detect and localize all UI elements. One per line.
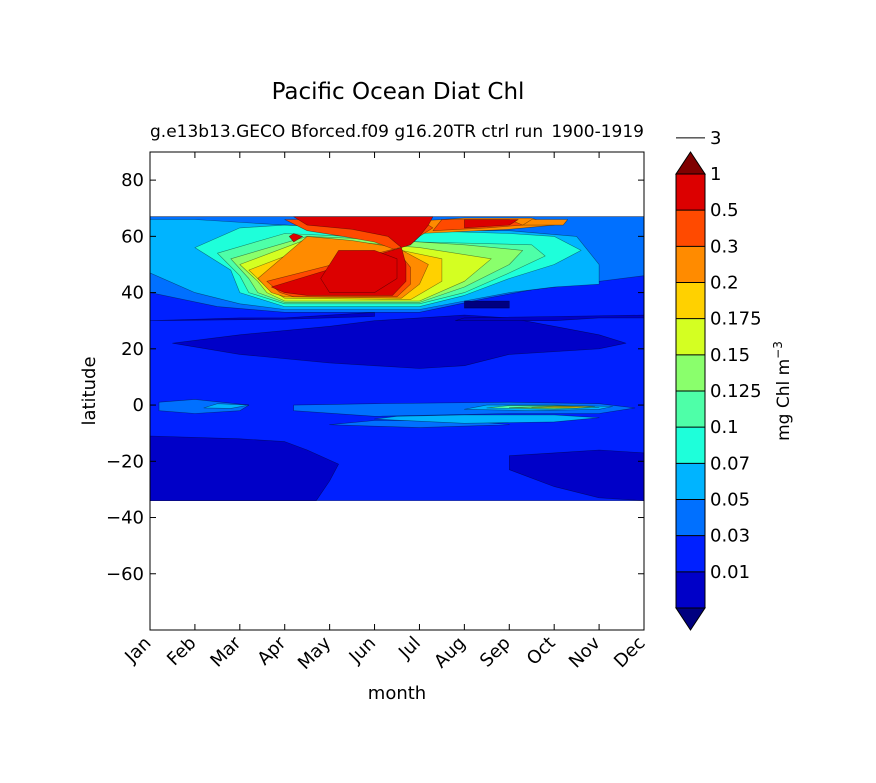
colorbar-tick-label: 0.15 (710, 345, 750, 366)
colorbar-tick-label: 1 (710, 164, 721, 185)
colorbar-extend-min (675, 607, 706, 631)
y-tick-label: 80 (121, 170, 144, 191)
x-tick-label: Feb (163, 633, 200, 670)
x-tick-label: Jun (345, 633, 380, 668)
colorbar-label-exponent: −3 (771, 341, 785, 359)
x-tick-label: Sep (476, 633, 515, 672)
colorbar-segment (676, 535, 705, 572)
x-tick-label: Apr (253, 632, 290, 669)
colorbar-tick-label: 0.01 (710, 562, 750, 583)
colorbar-label: mg Chl m−3 (771, 341, 794, 441)
colorbar-segment (676, 318, 705, 355)
chart-subtitle-right: 1900-1919 (551, 122, 644, 142)
colorbar-label-text: mg Chl m (774, 359, 794, 441)
colorbar-segment (676, 354, 705, 391)
colorbar-tick-label: 0.03 (710, 526, 750, 547)
contour-region-4 (150, 311, 375, 322)
colorbar-tick-label: 0.2 (710, 273, 739, 294)
x-tick-label: Jul (394, 633, 425, 664)
colorbar-segment (676, 174, 705, 211)
y-tick-label: 60 (121, 226, 144, 247)
colorbar-tick-label: 0.07 (710, 453, 750, 474)
colorbar-tick-label: 0.3 (710, 236, 739, 257)
x-tick-label: Jan (120, 633, 155, 668)
colorbar-segment (676, 246, 705, 283)
x-tick-label: Mar (206, 632, 245, 671)
plot-frame (149, 151, 645, 631)
x-axis-label: month (368, 683, 426, 704)
x-tick-label: Dec (610, 633, 649, 672)
contour-region-5 (455, 314, 644, 322)
colorbar-tick-label: 0.175 (710, 309, 762, 330)
colorbar (675, 151, 706, 631)
colorbar-segment (676, 427, 705, 464)
y-tick-label: −60 (106, 564, 144, 585)
contour-region-30 (288, 233, 304, 243)
colorbar-tick-label: 0.05 (710, 490, 750, 511)
contour-region-21 (531, 406, 595, 409)
chart-subtitle-left: g.e13b13.GECO Bforced.f09 g16.20TR ctrl … (150, 122, 543, 142)
y-tick-label: −40 (106, 508, 144, 529)
y-tick-label: 0 (133, 395, 144, 416)
colorbar-segment (676, 499, 705, 536)
chart-title: Pacific Ocean Diat Chl (272, 79, 525, 105)
contour-region-31 (464, 300, 510, 309)
colorbar-tick-label: 0.125 (710, 381, 762, 402)
colorbar-extend-max (675, 151, 706, 175)
y-axis-label: latitude (79, 356, 100, 425)
colorbar-segment (676, 571, 705, 608)
colorbar-tick-label: 0.5 (710, 200, 739, 221)
colorbar-ticks: 0.01 0.03 0.05 0.07 0.1 0.125 0.15 0.175 0.2 0.3 0… (676, 128, 762, 583)
colorbar-segment (676, 463, 705, 500)
heatmap-regions (150, 216, 644, 502)
x-tick-label: Oct (523, 633, 560, 670)
contour-region-3 (172, 314, 627, 369)
contour-region-11 (374, 414, 600, 424)
contour-region-28 (320, 250, 398, 293)
y-tick-label: −20 (106, 451, 144, 472)
colorbar-segment (676, 210, 705, 247)
x-tick-label: May (294, 632, 335, 673)
x-tick-label: Nov (565, 632, 605, 672)
y-tick-label: 20 (121, 339, 144, 360)
colorbar-segment (676, 282, 705, 319)
contour-region-2 (508, 449, 644, 502)
x-tick-label: Aug (430, 633, 470, 673)
contour-region-24 (522, 219, 569, 226)
y-axis-ticks: 80 60 40 20 0 −20 −40 −60 (106, 170, 644, 585)
y-tick-label: 40 (121, 283, 144, 304)
colorbar-tick-label: 3 (710, 128, 721, 149)
colorbar-segment (676, 391, 705, 428)
contour-region-13 (203, 403, 250, 409)
colorbar-tick-label: 0.1 (710, 417, 739, 438)
contour-region-1 (150, 435, 339, 502)
contour-region-29 (464, 219, 519, 229)
